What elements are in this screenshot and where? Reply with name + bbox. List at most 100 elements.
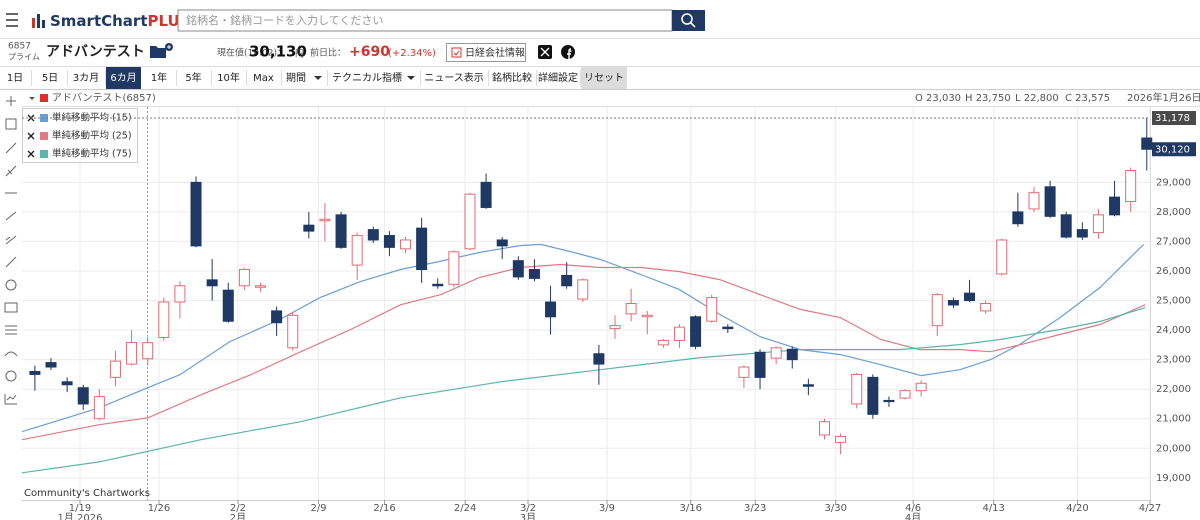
- candle-body: [1125, 170, 1137, 203]
- toolbar-button[interactable]: [537, 67, 579, 89]
- candle-body: [142, 342, 154, 360]
- toolbar-button[interactable]: [282, 67, 326, 89]
- candle-body: [126, 342, 138, 365]
- ray-tool[interactable]: [5, 165, 17, 177]
- change-label: 前日比：: [310, 47, 346, 59]
- candle-body: [1109, 196, 1121, 216]
- candle-body: [818, 421, 830, 436]
- dropdown-arrow[interactable]: [29, 97, 35, 100]
- price-label: 現在値(10:02)：: [217, 47, 286, 59]
- circle-tool[interactable]: [5, 279, 17, 291]
- candle-body: [561, 274, 573, 287]
- toolbar-button[interactable]: [177, 67, 210, 89]
- line-tool[interactable]: [5, 142, 17, 154]
- credit: Community's Chartworks: [24, 488, 150, 499]
- candle-body: [931, 294, 943, 327]
- crosshair-tool[interactable]: [6, 96, 16, 106]
- candle-body: [77, 387, 89, 405]
- toolbar-button[interactable]: [489, 67, 535, 89]
- candle-body: [770, 347, 782, 359]
- price-tag-label: 30,120: [1155, 144, 1190, 155]
- trend-tool[interactable]: [5, 211, 17, 221]
- low-readout: L 22,800: [1015, 93, 1059, 104]
- y-tick-label: 25,000: [1156, 296, 1191, 307]
- arrow-tool[interactable]: [5, 256, 17, 268]
- nikkei-button[interactable]: [446, 43, 526, 62]
- candle-body: [883, 399, 895, 403]
- candle-body: [1076, 229, 1088, 238]
- fib-tool[interactable]: [5, 325, 17, 335]
- logo: SmartChartPLUS: [50, 12, 191, 30]
- candle-body: [545, 301, 557, 318]
- legend-swatch: [40, 150, 48, 158]
- x-tick-label: 2/2: [230, 503, 246, 514]
- menu-button[interactable]: [4, 12, 20, 28]
- toolbar-label: 5日: [42, 73, 58, 84]
- month-label: 1月 2026: [58, 512, 103, 520]
- candle-body: [174, 285, 186, 303]
- candle-body: [448, 251, 460, 285]
- candle-body: [996, 239, 1008, 275]
- y-tick-label: 24,000: [1156, 325, 1191, 336]
- toolbar-button[interactable]: [0, 67, 30, 89]
- candle-body: [464, 193, 476, 250]
- legend: 単純移動平均 (15)単純移動平均 (25)単純移動平均 (75): [22, 108, 138, 163]
- legend-remove[interactable]: [27, 132, 35, 140]
- candle-body: [1044, 186, 1056, 217]
- toolbar-button[interactable]: [581, 67, 627, 89]
- candle-body: [657, 339, 669, 346]
- price-unit: 円: [295, 49, 304, 60]
- y-tick-label: 20,000: [1156, 443, 1191, 454]
- toolbar-button[interactable]: [143, 67, 175, 89]
- channel-tool[interactable]: [5, 235, 17, 245]
- candle-body: [238, 269, 250, 287]
- toolbar-button[interactable]: [34, 67, 66, 89]
- symbol-icon: [40, 94, 48, 102]
- y-tick-label: 22,000: [1156, 384, 1191, 395]
- candle-body: [899, 390, 911, 399]
- candle-body: [319, 218, 331, 222]
- candle-body: [1060, 214, 1072, 238]
- candle-body: [738, 366, 750, 378]
- x-tick-label: 1/26: [148, 503, 170, 514]
- facebook-share[interactable]: [561, 45, 575, 59]
- toolbar-label: リセット: [584, 72, 624, 84]
- folder-icon[interactable]: [150, 43, 173, 58]
- search-placeholder: 銘柄名・銘柄コードを入力してください: [186, 13, 383, 27]
- month-label: 2月: [230, 512, 246, 520]
- arc-tool[interactable]: [4, 351, 18, 357]
- candle-body: [625, 303, 637, 315]
- toolbar-label: 5年: [185, 71, 201, 84]
- symbol-label: アドバンテスト(6857): [52, 92, 156, 104]
- toolbar-button[interactable]: [328, 67, 419, 89]
- candle-body: [593, 353, 605, 365]
- rect-tool[interactable]: [4, 302, 18, 313]
- y-tick-label: 21,000: [1156, 414, 1191, 425]
- candle-body: [512, 260, 524, 278]
- candle-body: [867, 376, 879, 415]
- toolbar-label: 1年: [151, 71, 167, 84]
- toolbar-label: テクニカル指標: [332, 71, 402, 84]
- x-tick-label: 2/9: [310, 503, 326, 514]
- legend-remove[interactable]: [27, 150, 35, 158]
- chart-tool[interactable]: [4, 394, 17, 405]
- candle-body: [673, 326, 685, 341]
- toolbar-button[interactable]: [106, 67, 141, 89]
- candle-body: [1028, 192, 1040, 210]
- x-tick-label: 4/13: [982, 503, 1004, 514]
- candle-body: [835, 435, 847, 443]
- text-tool[interactable]: [5, 118, 17, 130]
- legend-label: 単純移動平均 (75): [52, 148, 132, 160]
- target-tool[interactable]: [5, 370, 17, 382]
- candle-body: [400, 239, 412, 250]
- toolbar-button[interactable]: [68, 67, 104, 89]
- price: 30,130: [249, 43, 307, 61]
- candle-body: [915, 382, 927, 392]
- x-share[interactable]: [538, 45, 552, 59]
- search-button[interactable]: [672, 10, 705, 31]
- toolbar-button[interactable]: [212, 67, 245, 89]
- candle-body: [1012, 211, 1024, 225]
- legend-label: 単純移動平均 (25): [52, 130, 132, 142]
- toolbar-button[interactable]: [247, 67, 280, 89]
- toolbar-button[interactable]: [421, 67, 487, 89]
